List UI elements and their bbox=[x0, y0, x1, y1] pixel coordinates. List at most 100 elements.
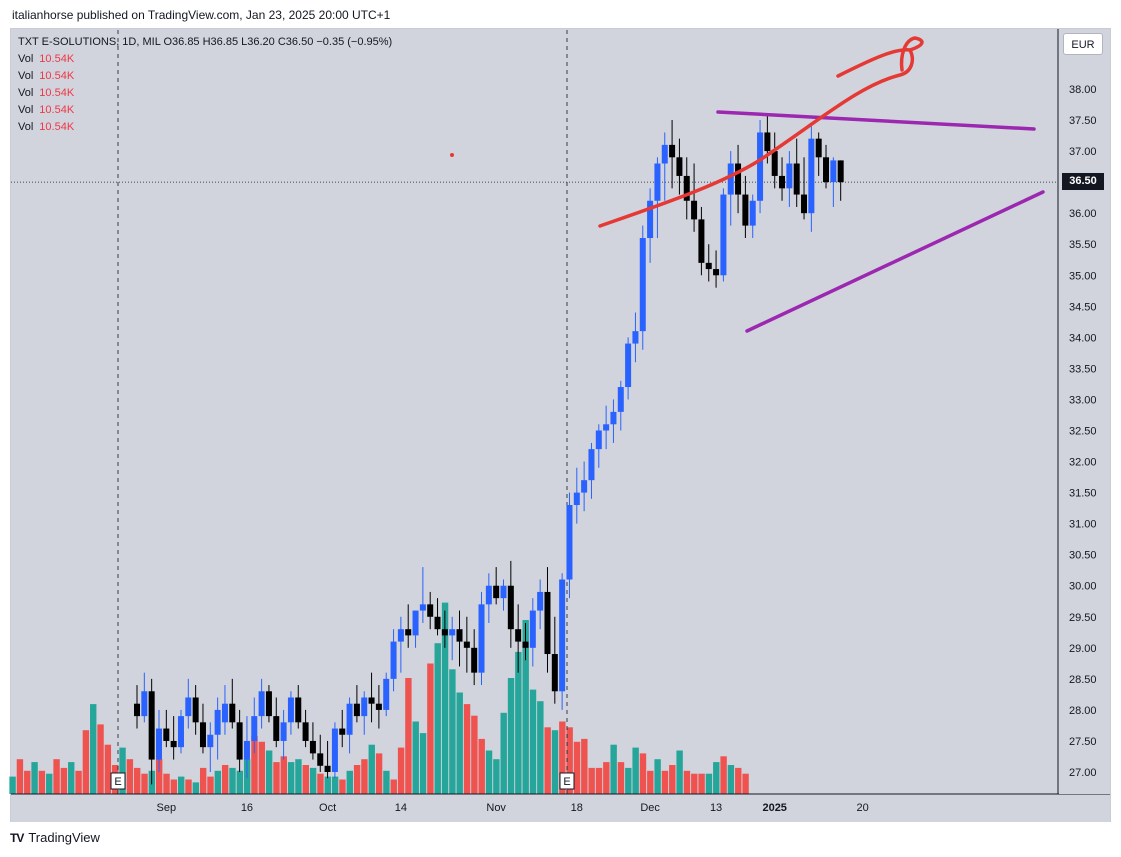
candle-body bbox=[573, 492, 580, 506]
volume-bar bbox=[544, 727, 551, 794]
volume-bar bbox=[60, 767, 68, 794]
volume-bar bbox=[559, 721, 566, 794]
price-tick-label: 31.00 bbox=[1069, 519, 1097, 531]
price-tick-label: 37.00 bbox=[1069, 146, 1097, 158]
volume-bar bbox=[515, 651, 522, 794]
price-tick-label: 35.50 bbox=[1069, 239, 1097, 251]
volume-bar bbox=[463, 704, 471, 794]
price-tick-label: 37.50 bbox=[1069, 115, 1097, 127]
candle-body bbox=[720, 194, 727, 276]
volume-bar bbox=[53, 759, 60, 794]
candle-body bbox=[375, 703, 382, 710]
support-trendline bbox=[745, 190, 1045, 333]
candle-body bbox=[368, 697, 375, 704]
price-tick-label: 29.50 bbox=[1069, 612, 1097, 624]
volume-bar bbox=[529, 689, 537, 794]
volume-bar bbox=[412, 721, 419, 794]
candle-body bbox=[749, 200, 756, 226]
candle-body bbox=[295, 697, 302, 723]
price-tick-label: 34.00 bbox=[1069, 332, 1097, 344]
candle-body bbox=[764, 132, 771, 152]
volume-legend-rows: Vol 10.54K Vol 10.54K Vol 10.54K Vol 10.54K Vol 1… bbox=[18, 51, 392, 136]
candle-body bbox=[808, 138, 815, 214]
volume-bar bbox=[324, 776, 331, 794]
candle-body bbox=[793, 163, 800, 195]
red-dot-marker bbox=[450, 153, 454, 157]
volume-bar bbox=[705, 773, 713, 794]
volume-bar bbox=[735, 767, 742, 794]
volume-bar bbox=[507, 678, 515, 794]
volume-bar bbox=[595, 767, 603, 794]
time-tick-label: 2025 bbox=[762, 802, 786, 814]
volume-legend-label: Vol bbox=[18, 70, 34, 82]
price-tick-label: 33.00 bbox=[1069, 394, 1097, 406]
volume-bar bbox=[632, 747, 639, 794]
volume-bar bbox=[368, 744, 375, 794]
candle-body bbox=[691, 200, 698, 220]
volume-bar bbox=[68, 762, 75, 794]
volume-bar bbox=[566, 727, 573, 794]
volume-bar bbox=[280, 756, 287, 794]
volume-bar bbox=[273, 762, 280, 794]
volume-legend-label: Vol bbox=[18, 87, 34, 99]
volume-bar bbox=[661, 770, 669, 794]
publisher-header: italianhorse published on TradingView.co… bbox=[12, 8, 391, 22]
candle-body bbox=[588, 449, 595, 481]
candle-body bbox=[331, 728, 338, 772]
candle-body bbox=[617, 387, 624, 412]
candle-body bbox=[199, 722, 206, 748]
price-tick-label: 28.50 bbox=[1069, 674, 1097, 686]
candle-body bbox=[522, 641, 529, 648]
volume-bar bbox=[434, 643, 441, 794]
candle-body bbox=[287, 697, 294, 723]
volume-bar bbox=[625, 767, 632, 794]
volume-legend-label: Vol bbox=[18, 121, 34, 133]
volume-bar bbox=[639, 753, 647, 794]
volume-bar bbox=[361, 759, 368, 794]
tradingview-logo-text: TradingView bbox=[28, 830, 100, 845]
candle-body bbox=[339, 728, 346, 735]
currency-button[interactable]: EUR bbox=[1063, 33, 1103, 55]
price-tick-label: 30.00 bbox=[1069, 581, 1097, 593]
volume-legend-value: 10.54K bbox=[39, 53, 75, 65]
candle-body bbox=[610, 411, 617, 425]
candle-body bbox=[397, 629, 404, 642]
volume-bar bbox=[742, 773, 749, 794]
volume-legend-value: 10.54K bbox=[39, 70, 75, 82]
time-axis-background bbox=[11, 795, 1110, 822]
candle-body bbox=[815, 138, 822, 158]
candle-body bbox=[243, 740, 250, 760]
candle-body bbox=[134, 703, 140, 717]
volume-bar bbox=[229, 767, 236, 794]
axes: 27.00 27.50 28.00 28.50 29.00 29.50 30.00 30.50… bbox=[11, 29, 1110, 822]
candle-body bbox=[419, 604, 426, 611]
volume-bar bbox=[353, 765, 361, 794]
candle-body bbox=[661, 144, 668, 164]
volume-bar bbox=[24, 770, 31, 794]
price-tick-label: 36.00 bbox=[1069, 208, 1097, 220]
volume-bar bbox=[441, 602, 449, 794]
volume-bar bbox=[163, 773, 170, 794]
candle-body bbox=[441, 629, 448, 636]
volume-bar bbox=[104, 744, 112, 794]
candle-body bbox=[830, 160, 837, 183]
time-tick-label: Sep bbox=[157, 802, 177, 814]
volume-legend-row: Vol 10.54K bbox=[18, 85, 392, 102]
volume-bar bbox=[9, 776, 16, 794]
volume-bar bbox=[390, 779, 397, 794]
volume-bar bbox=[192, 782, 200, 794]
volume-bar bbox=[537, 701, 544, 794]
volume-bar bbox=[155, 759, 163, 794]
candle-body bbox=[148, 691, 155, 760]
candle-body bbox=[353, 703, 360, 717]
volume-bar bbox=[647, 770, 654, 794]
candle-body bbox=[456, 629, 463, 642]
candle-body bbox=[229, 703, 236, 723]
candle-body bbox=[170, 740, 177, 748]
candle-body bbox=[727, 163, 734, 195]
candle-body bbox=[485, 585, 492, 605]
candle-body bbox=[705, 262, 712, 270]
volume-bar bbox=[141, 773, 148, 794]
candle-body bbox=[265, 691, 272, 717]
